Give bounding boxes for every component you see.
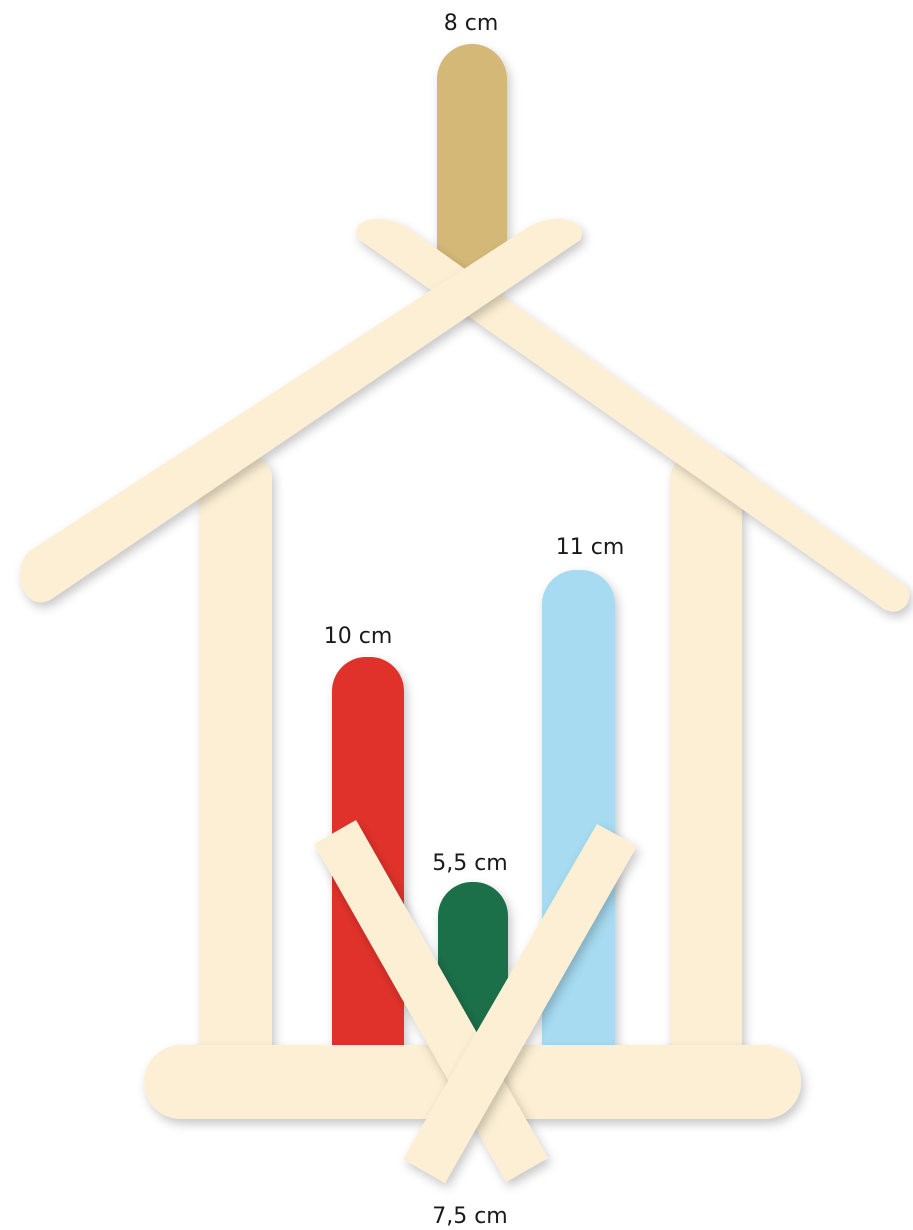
label-top-stick: 8 cm [444,11,499,36]
roof-stick-left [20,218,582,603]
top-stick [437,44,507,284]
label-green-stick: 5,5 cm [432,851,508,876]
crossed-stick-b [403,824,637,1183]
label-blue-stick: 11 cm [556,535,625,560]
label-crossed-sticks: 7,5 cm [432,1204,508,1229]
right-wall-stick [670,455,742,1095]
left-wall-stick [200,455,272,1095]
label-red-stick: 10 cm [324,624,393,649]
roof-stick-right [356,218,910,612]
